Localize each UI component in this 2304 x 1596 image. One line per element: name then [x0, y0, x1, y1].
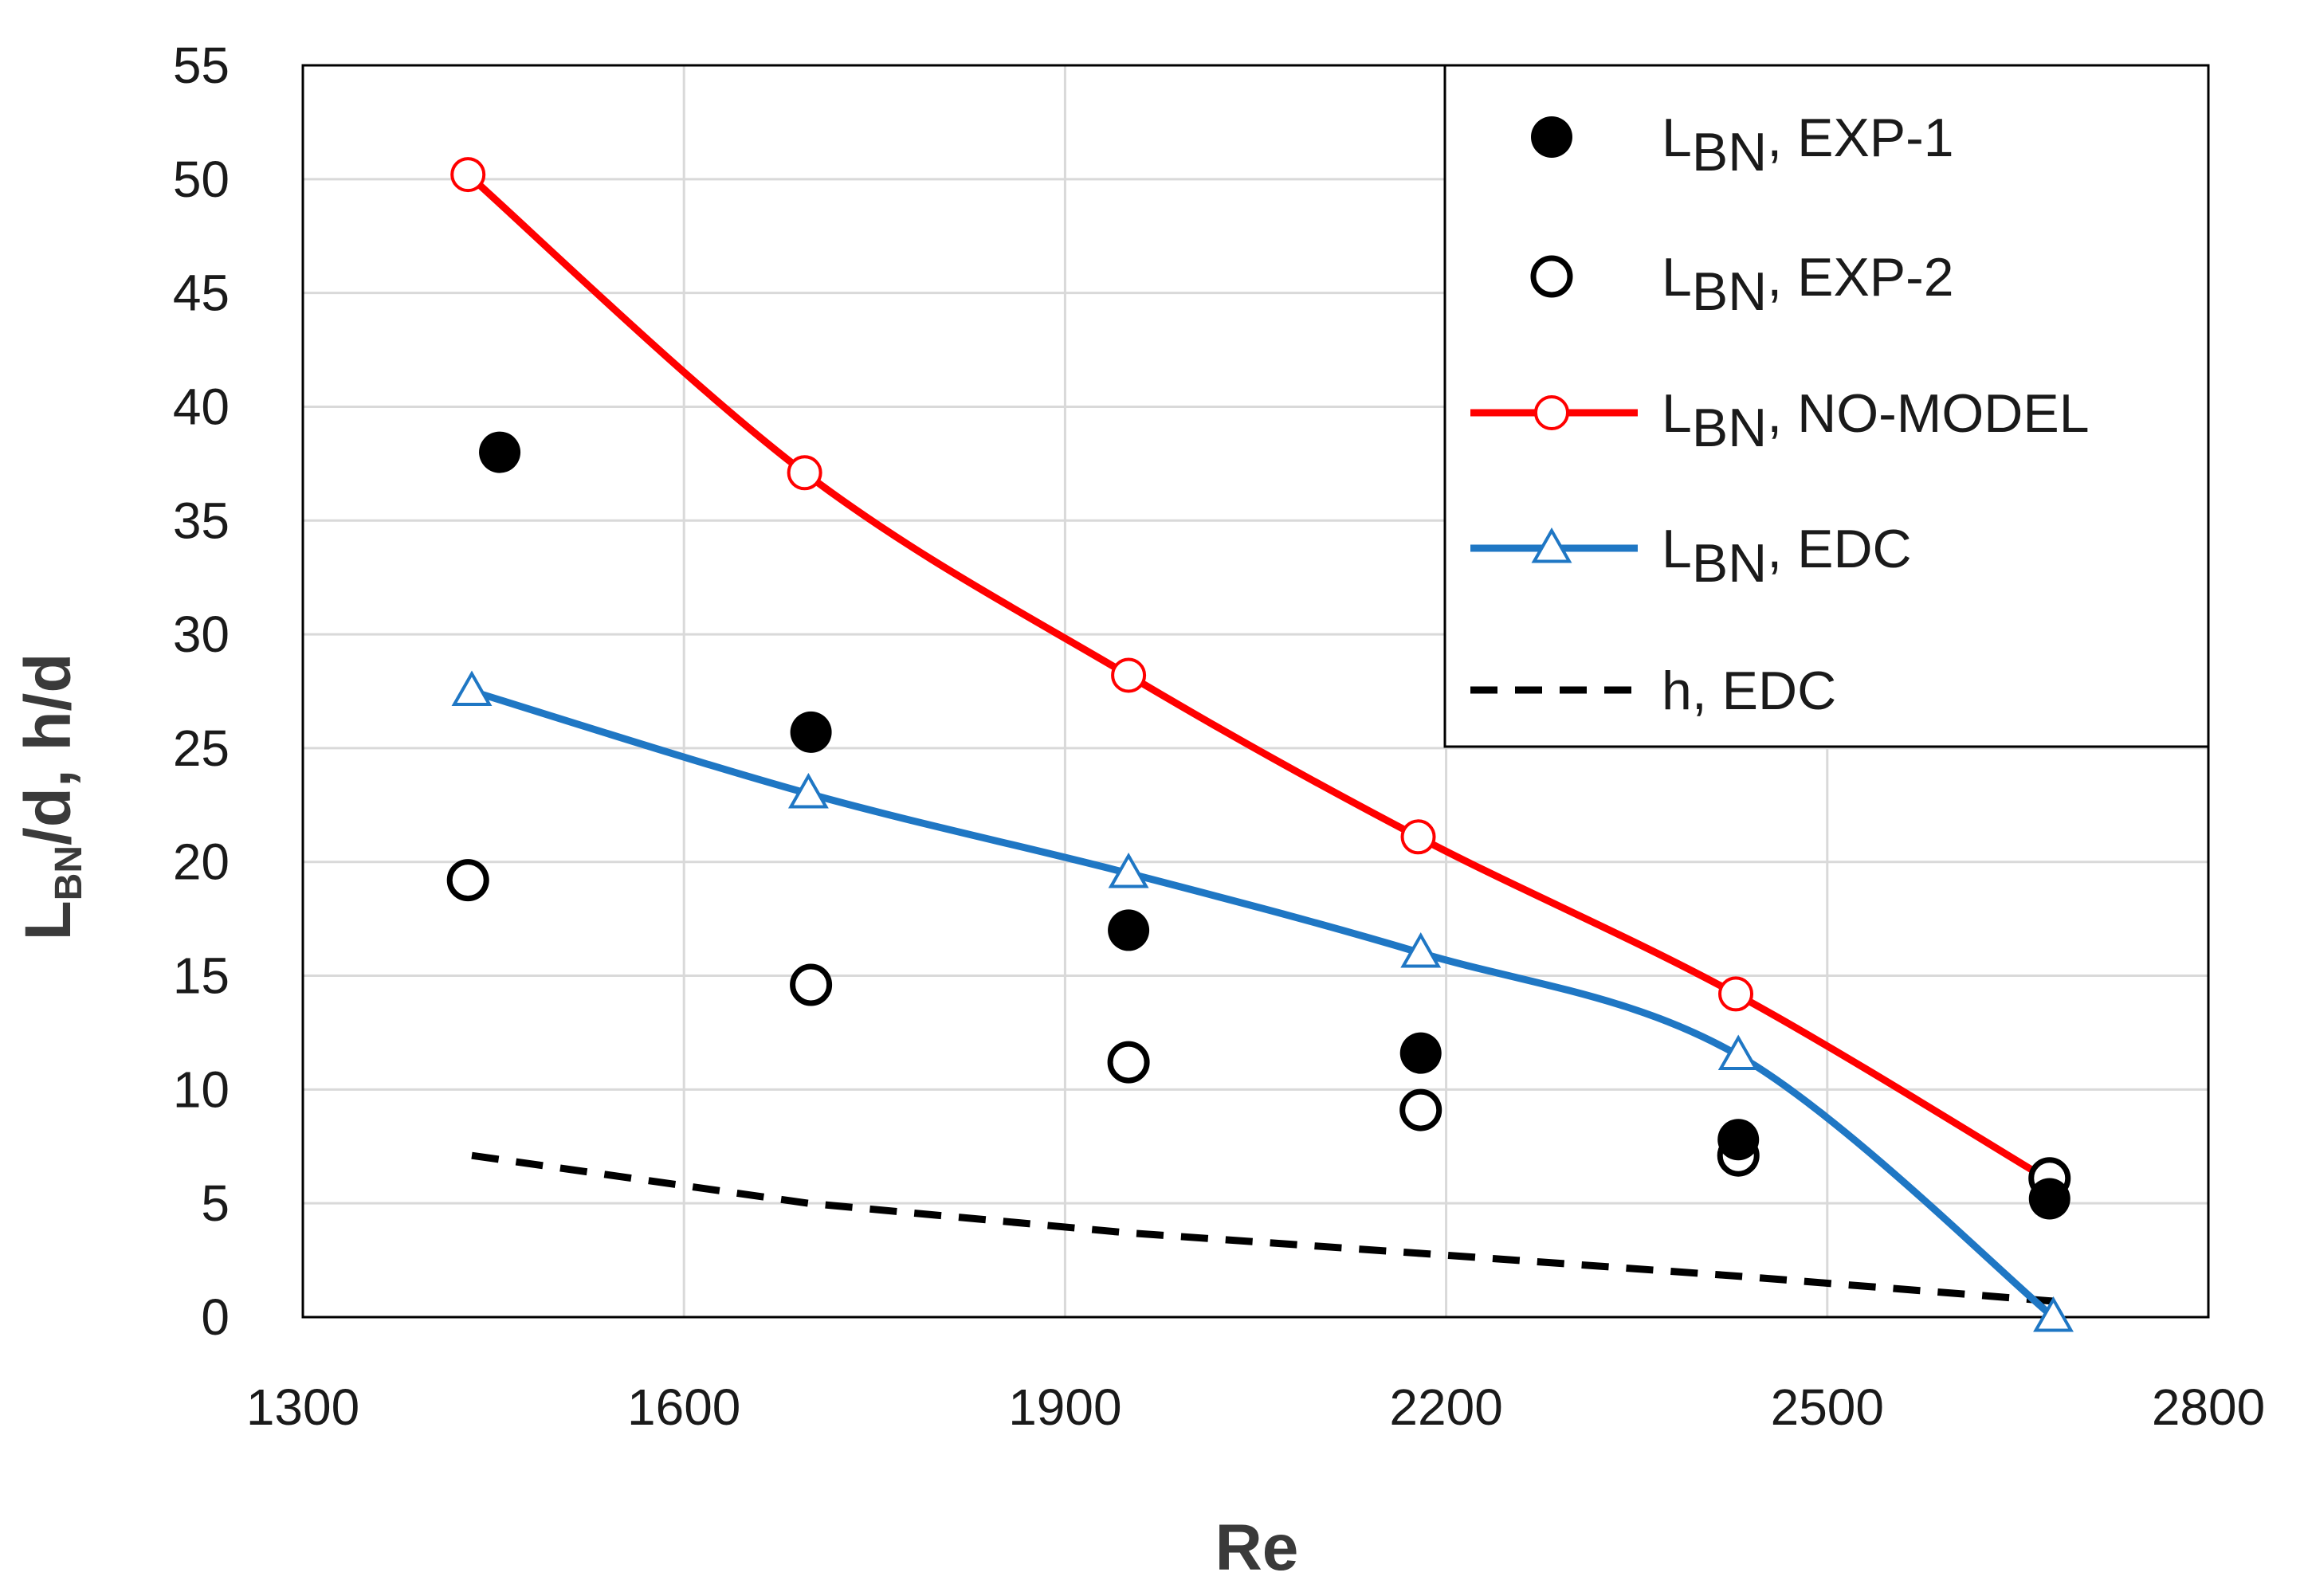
- y-tick-label: 5: [201, 1174, 230, 1232]
- y-tick-label: 30: [173, 606, 230, 663]
- series-1-point-2: [1107, 1041, 1150, 1084]
- y-title-sub: BN: [48, 845, 90, 900]
- legend-label-rest: , EXP-1: [1767, 108, 1953, 168]
- series-3-point-1: [787, 773, 829, 809]
- legend-label-main: L: [1662, 383, 1692, 444]
- x-tick-label: 2200: [1389, 1378, 1502, 1436]
- series-3-point-3: [1400, 931, 1442, 968]
- series-1-point-0: [446, 859, 489, 902]
- x-tick-label: 1600: [627, 1378, 740, 1436]
- y-tick-label: 20: [173, 833, 230, 891]
- y-tick-label: 10: [173, 1061, 230, 1118]
- svg-text:LBN/d, h/d: LBN/d, h/d: [12, 653, 90, 941]
- series-3-point-4: [1717, 1034, 1759, 1071]
- legend-label-rest: , EXP-2: [1767, 247, 1953, 308]
- legend-swatch-marker: [1531, 116, 1572, 158]
- legend-label-sub: BN: [1692, 261, 1767, 322]
- legend-label: LBN, EXP-1: [1662, 108, 1954, 182]
- series-line-3: [470, 688, 2056, 1320]
- legend-label: LBN, EDC: [1662, 519, 1912, 594]
- y-tick-label: 50: [173, 151, 230, 208]
- series-2-point-4: [1718, 976, 1754, 1012]
- y-tick-label: 25: [173, 720, 230, 777]
- legend-label-sub: BN: [1692, 122, 1767, 182]
- series-1-point-1: [790, 963, 833, 1006]
- legend-swatch-marker: [1531, 527, 1572, 563]
- y-title-rest: /d, h/d: [12, 653, 84, 845]
- series-0: [479, 431, 2070, 1220]
- legend-label: LBN, EXP-2: [1662, 247, 1954, 322]
- series-0-point-0: [479, 431, 521, 473]
- legend-label-main: L: [1662, 247, 1692, 308]
- legend-label-rest: , NO-MODEL: [1767, 383, 2089, 444]
- series-3-point-2: [1108, 852, 1149, 888]
- series-4: [471, 1151, 2054, 1305]
- legend-item-3: LBN, EDC: [1470, 519, 1912, 594]
- legend-item-1: LBN, EXP-2: [1530, 247, 1954, 322]
- x-tick-label: 2800: [2152, 1378, 2265, 1436]
- series-0-point-1: [790, 711, 832, 753]
- x-tick-label: 1300: [246, 1378, 359, 1436]
- x-tick-label: 2500: [1771, 1378, 1884, 1436]
- series-2-point-1: [787, 455, 822, 491]
- series-0-point-2: [1108, 909, 1150, 951]
- legend-label-sub: BN: [1692, 398, 1767, 458]
- y-tick-label: 40: [173, 378, 230, 435]
- legend-label-rest: , EDC: [1767, 519, 1911, 579]
- series-2-point-2: [1111, 657, 1147, 693]
- y-tick-label: 35: [173, 492, 230, 549]
- legend-box: [1443, 64, 2210, 748]
- x-axis-title: Re: [1215, 1512, 1299, 1584]
- tick-labels: 0 5 10 15 20 25 30 35 40 45 50 55 1300 1600 1900 2200 25…: [173, 37, 2265, 1436]
- series-2-point-0: [450, 157, 486, 193]
- legend-label: h, EDC: [1662, 661, 1836, 721]
- x-tick-label: 1900: [1008, 1378, 1121, 1436]
- series-0-point-4: [1717, 1119, 1760, 1161]
- y-axis-title: LBN/d, h/d: [12, 653, 90, 941]
- series-2-point-3: [1400, 819, 1436, 855]
- legend-swatch-marker: [1534, 395, 1569, 430]
- legend-label-main: h, EDC: [1662, 661, 1836, 721]
- series-1-point-3: [1399, 1088, 1442, 1131]
- y-tick-label: 55: [173, 37, 230, 94]
- series-3-point-5: [2033, 1296, 2074, 1332]
- legend-swatch-marker: [1530, 255, 1573, 298]
- legend-label-sub: BN: [1692, 533, 1767, 594]
- y-tick-label: 15: [173, 947, 230, 1005]
- legend-item-4: h, EDC: [1470, 661, 1836, 721]
- series-3: [451, 670, 2074, 1332]
- legend-label-main: L: [1662, 519, 1692, 579]
- series-layer: [446, 157, 2074, 1332]
- legend-item-2: LBN, NO-MODEL: [1470, 383, 2090, 458]
- series-0-point-5: [2028, 1178, 2070, 1220]
- series-0-point-3: [1399, 1032, 1442, 1074]
- series-1: [446, 859, 2071, 1200]
- y-tick-label: 0: [201, 1288, 230, 1346]
- legend-label: LBN, NO-MODEL: [1662, 383, 2090, 458]
- series-line-h-edc: [471, 1151, 2054, 1305]
- series-3-point-0: [451, 670, 493, 706]
- y-tick-label: 45: [173, 265, 230, 322]
- legend-label-main: L: [1662, 108, 1692, 168]
- legend-item-0: LBN, EXP-1: [1531, 108, 1954, 182]
- y-title-main: L: [12, 900, 84, 940]
- series-line-2: [465, 171, 2052, 1184]
